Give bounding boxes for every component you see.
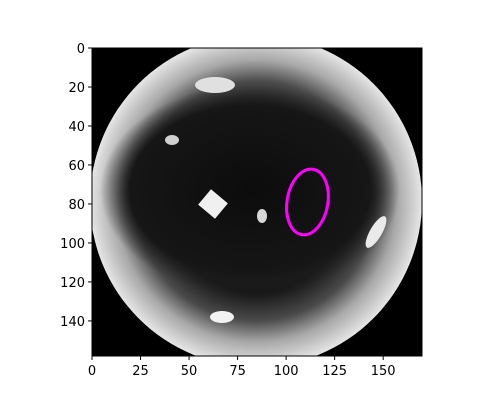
y-tick-label: 20 [68, 81, 85, 96]
y-tick-label: 120 [60, 276, 85, 291]
y-tick-label: 80 [68, 198, 85, 213]
y-tick-label: 0 [77, 42, 85, 57]
x-tick-label: 75 [229, 364, 246, 379]
y-tick-label: 60 [68, 159, 85, 174]
x-tick-label: 100 [274, 364, 299, 379]
x-tick-label: 50 [181, 364, 198, 379]
ellipse-annotation [285, 167, 330, 237]
x-tick-label: 25 [132, 364, 149, 379]
y-tick-label: 140 [60, 315, 85, 330]
x-tick-label: 0 [88, 364, 96, 379]
image [92, 48, 422, 356]
x-tick-label: 125 [322, 364, 347, 379]
y-tick-label: 40 [68, 120, 85, 135]
y-tick-label: 100 [60, 237, 85, 252]
x-tick-label: 150 [371, 364, 396, 379]
axes-frame [91, 47, 423, 357]
